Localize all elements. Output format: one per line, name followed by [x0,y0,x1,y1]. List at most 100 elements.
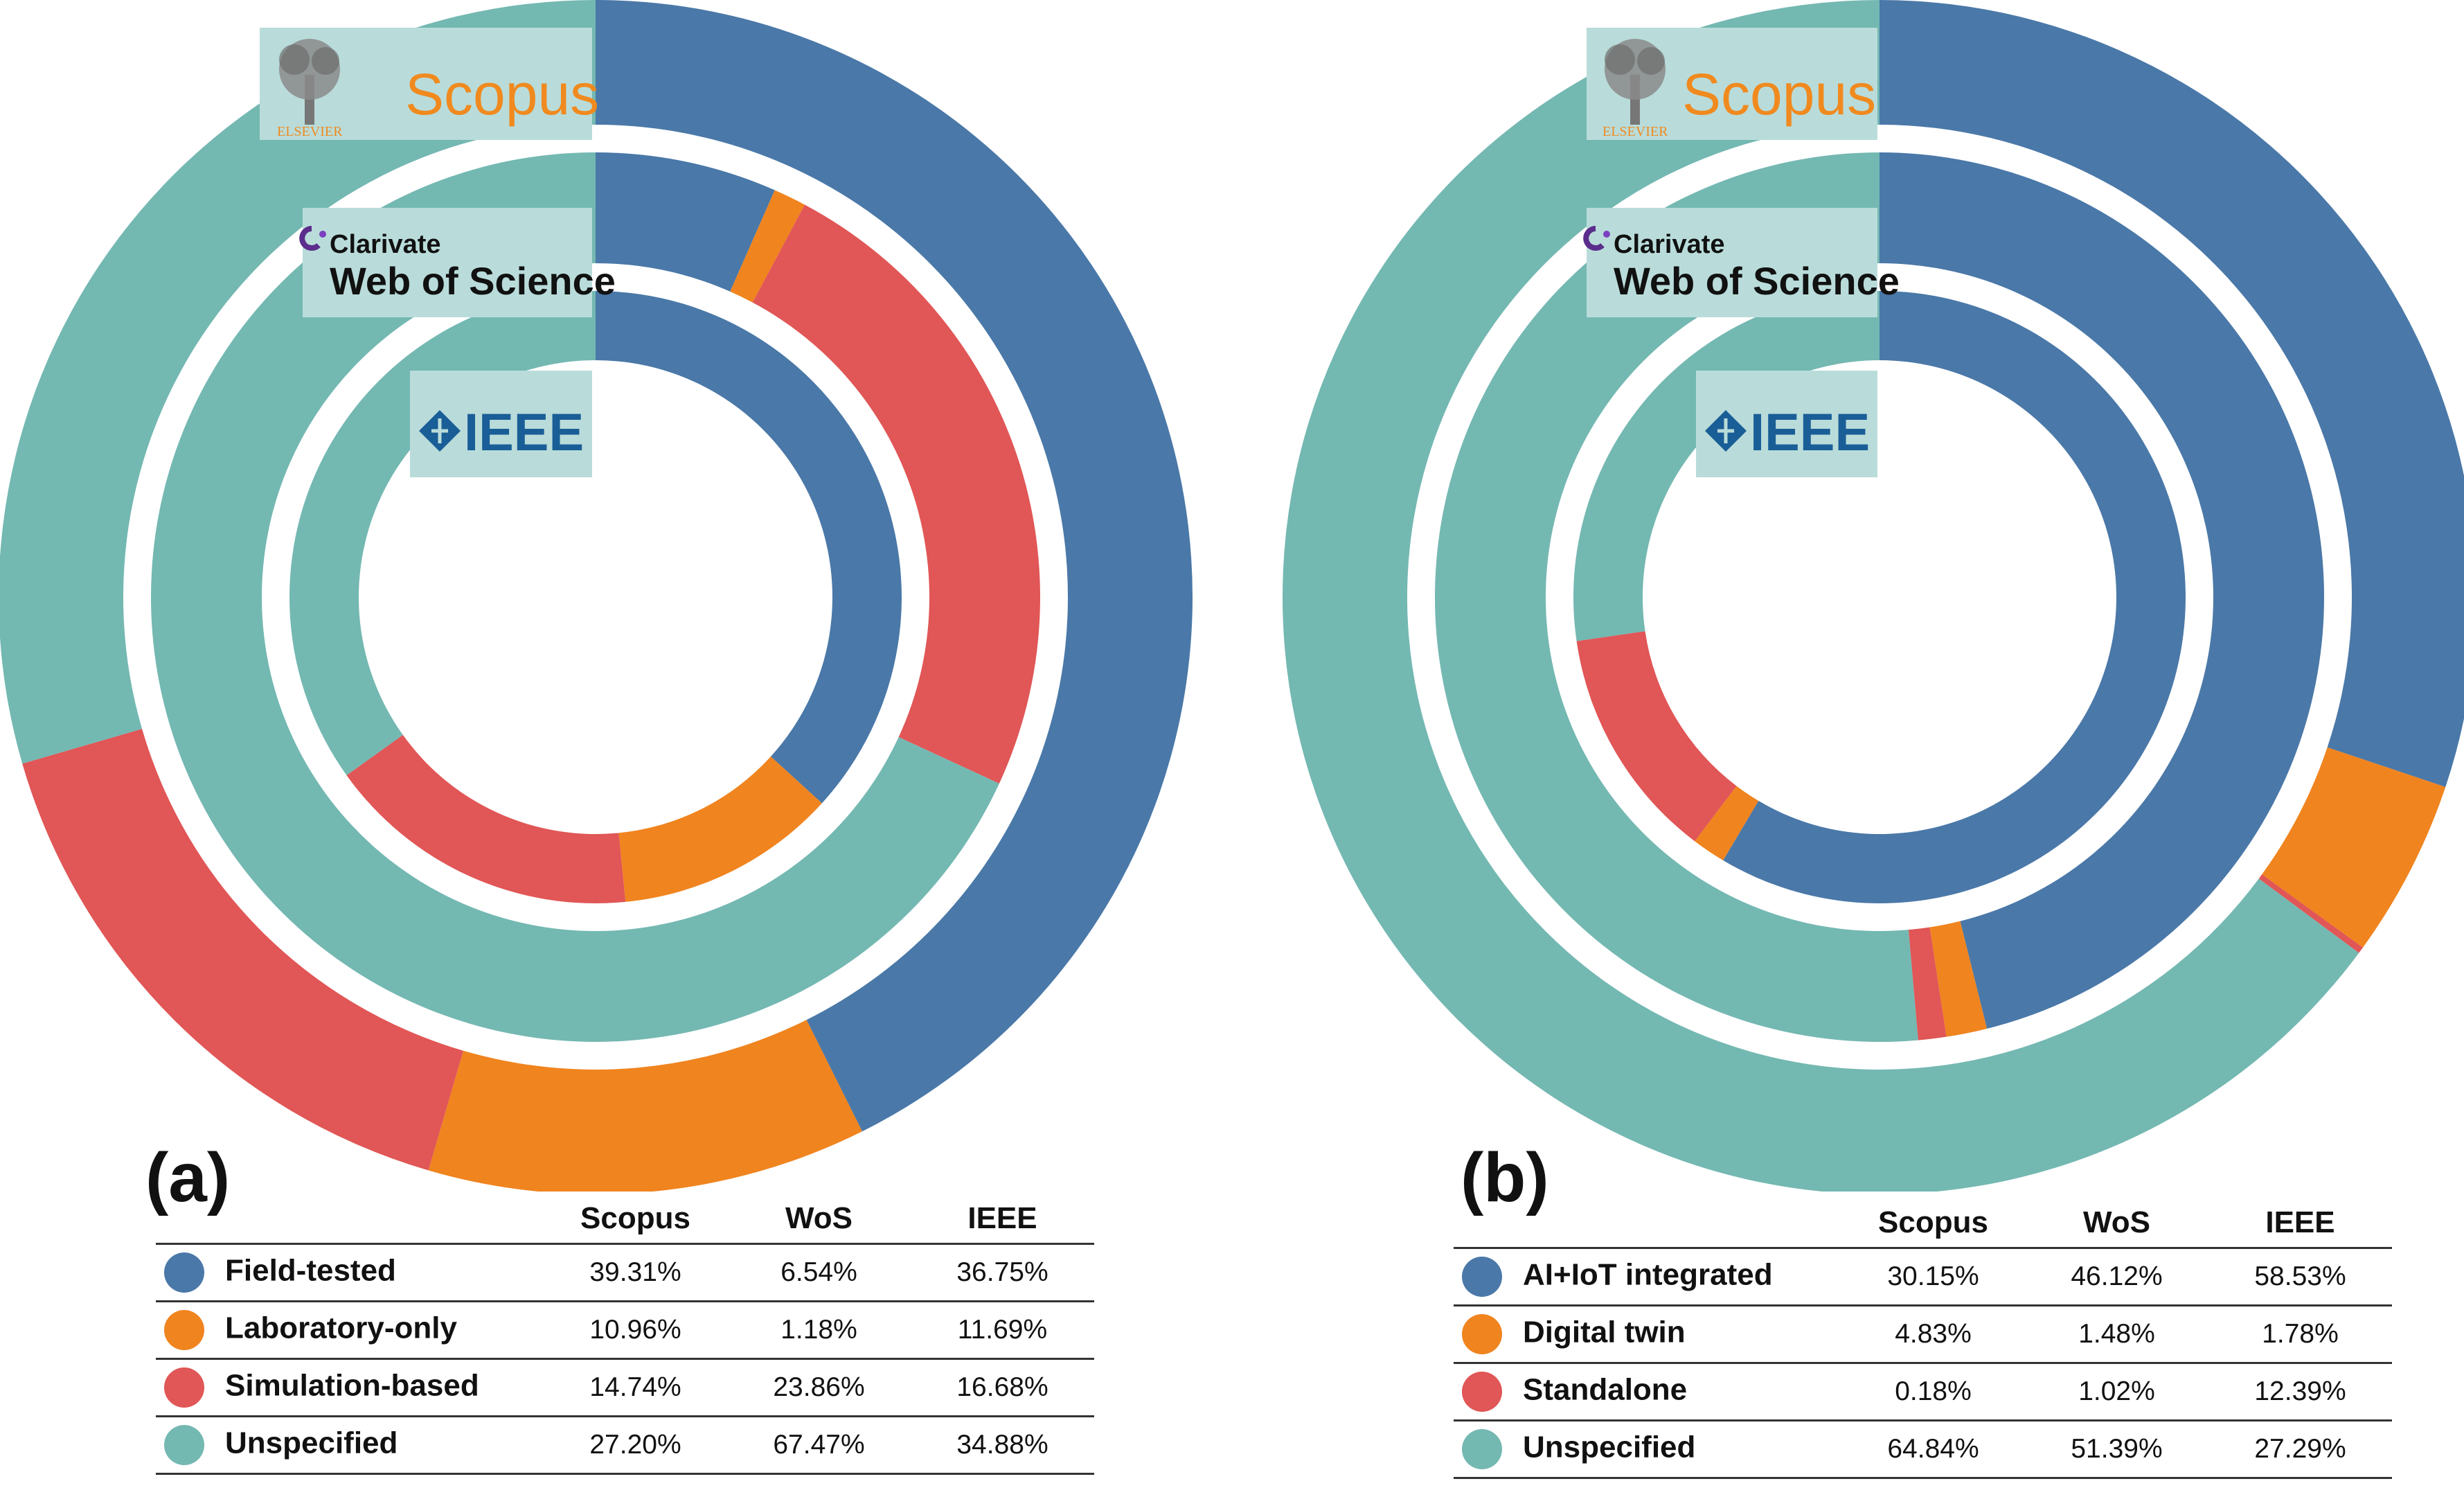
table-cell: 6.54% [727,1243,911,1302]
donut-slice-scopus-ai-iot-integrated [1880,0,2464,788]
donut-slice-ieee-simulation-based [346,734,626,903]
table-row: AI+IoT integrated 30.15% 46.12% 58.53% [1454,1247,2392,1306]
table-row: Simulation-based 14.74% 23.86% 16.68% [156,1358,1094,1417]
ieee-text: IEEE [464,403,584,462]
table-cell: 10.96% [544,1300,727,1359]
header-empty [1454,1203,1841,1248]
table-cell: 36.75% [911,1243,1094,1302]
panel-label-a: (a) [145,1139,231,1216]
donut-slice-wos-unspecified [1434,152,1918,1043]
donut-slice-ieee-digital-twin [1695,786,1759,860]
panel-b: ELSEVIER Scopus Clarivate Web of Science… [1232,0,2464,1488]
donut-slice-ieee-unspecified [289,291,596,776]
table-cell: 14.74% [544,1358,727,1417]
table-cell: 23.86% [727,1358,911,1417]
clarivate-icon [1583,226,1610,251]
legend-swatch-digital-twin [1462,1314,1502,1354]
legend-label: Unspecified [225,1426,398,1460]
table-cell: 46.12% [2025,1247,2208,1306]
clarivate-icon [299,226,326,251]
donut-slice-wos-simulation-based [752,204,1040,784]
donut-slice-scopus-field-tested [596,0,1193,1132]
donut-slice-wos-field-tested [596,152,775,292]
wos-text: Web of Science [330,259,616,303]
table-cell: 27.29% [2208,1419,2392,1479]
table-cell: 39.31% [544,1243,727,1302]
header-wos: WoS [785,1201,852,1235]
table-cell: 1.48% [2025,1304,2208,1363]
table-cell: 11.69% [911,1300,1094,1359]
nested-donut-chart-b: ELSEVIER Scopus Clarivate Web of Science… [1283,0,2464,1192]
legend-label: Standalone [1523,1372,1688,1407]
header-ieee: IEEE [2265,1205,2335,1239]
donut-slice-ieee-field-tested [596,291,902,804]
elsevier-text: ELSEVIER [277,124,343,139]
scopus-text: Scopus [405,62,599,127]
wos-logo: Clarivate Web of Science [299,208,616,317]
table-cell: 58.53% [2208,1247,2392,1306]
donut-slice-wos-ai-iot-integrated [1880,152,2324,1029]
legend-label: Field-tested [225,1253,396,1288]
table-row: Laboratory-only 10.96% 1.18% 11.69% [156,1300,1094,1359]
donut-slice-wos-digital-twin [1929,921,1988,1037]
table-row: Field-tested 39.31% 6.54% 36.75% [156,1243,1094,1302]
table-cell: 27.20% [544,1415,727,1475]
ieee-logo: IEEE [410,371,592,477]
table-cell: 51.39% [2025,1419,2208,1479]
clarivate-text: Clarivate [330,230,441,259]
legend-swatch-unspecified [164,1425,204,1465]
table-cell: 30.15% [1841,1247,2025,1306]
table-cell: 64.84% [1841,1419,2025,1479]
table-cell: 1.02% [2025,1362,2208,1421]
ieee-diamond-icon [1705,410,1747,452]
legend-swatch-standalone [1462,1372,1502,1412]
panel-a: ELSEVIER Scopus Clarivate Web of Science… [0,0,1193,1475]
table-cell: 12.39% [2208,1362,2392,1421]
legend-label: Unspecified [1523,1430,1696,1464]
header-wos: WoS [2083,1205,2150,1239]
legend-swatch-field-tested [164,1252,204,1293]
donut-slice-wos-standalone [1908,927,1947,1040]
elsevier-tree-icon [279,39,340,125]
header-ieee: IEEE [967,1201,1037,1235]
nested-donut-chart-a: ELSEVIER Scopus Clarivate Web of Science… [0,0,1193,1192]
legend-swatch-unspecified [1462,1429,1502,1469]
table-cell: 0.18% [1841,1362,2025,1421]
legend-swatch-laboratory-only [164,1310,204,1350]
header-empty [156,1198,544,1244]
legend-label: Laboratory-only [225,1311,457,1345]
table-row: Unspecified 64.84% 51.39% 27.29% [1454,1419,2392,1479]
ieee-text: IEEE [1750,403,1870,462]
donut-slice-scopus-laboratory-only [428,1020,863,1192]
table-row: Standalone 0.18% 1.02% 12.39% [1454,1362,2392,1421]
legend-label: Simulation-based [225,1368,479,1403]
elsevier-tree-icon [1605,39,1666,125]
donut-slice-scopus-standalone [2258,874,2364,953]
donut-slice-scopus-simulation-based [22,729,464,1171]
donut-slice-ieee-standalone [1576,631,1737,842]
legend-swatch-simulation-based [164,1367,204,1408]
legend-table-a: Scopus WoS IEEE Field-tested 39.31% 6.54… [156,1198,1094,1475]
scopus-logo: ELSEVIER Scopus [1587,28,1877,140]
wos-text: Web of Science [1614,259,1900,303]
ieee-logo: IEEE [1696,371,1877,477]
elsevier-text: ELSEVIER [1603,124,1668,139]
donut-slice-ieee-unspecified [1573,291,1880,641]
donut-slice-scopus-digital-twin [2262,747,2446,948]
wos-logo: Clarivate Web of Science [1583,208,1900,317]
ieee-diamond-icon [419,410,461,452]
table-cell: 1.78% [2208,1304,2392,1363]
clarivate-text: Clarivate [1614,230,1725,259]
scopus-logo: ELSEVIER Scopus [260,28,599,140]
table-cell: 4.83% [1841,1304,2025,1363]
table-cell: 67.47% [727,1415,911,1475]
table-cell: 34.88% [911,1415,1094,1475]
legend-table-b: Scopus WoS IEEE AI+IoT integrated 30.15%… [1454,1203,2392,1479]
table-cell: 1.18% [727,1300,911,1359]
table-row: Digital twin 4.83% 1.48% 1.78% [1454,1304,2392,1363]
header-scopus: Scopus [1878,1205,1988,1239]
donut-slice-ieee-laboratory-only [618,756,822,902]
scopus-text: Scopus [1682,62,1876,127]
legend-label: Digital twin [1523,1315,1686,1349]
donut-slice-ieee-ai-iot-integrated [1723,291,2186,903]
